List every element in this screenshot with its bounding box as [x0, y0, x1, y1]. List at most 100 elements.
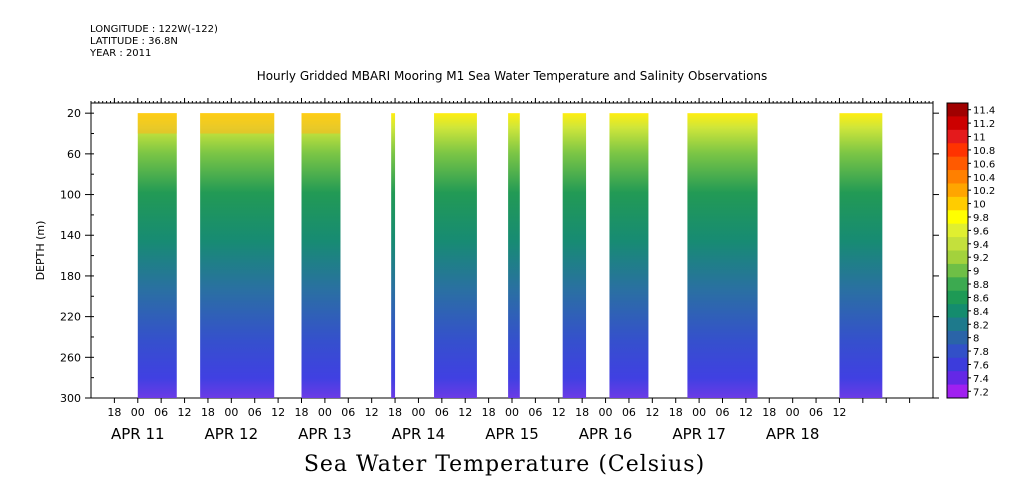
- colorbar-label: 11.4: [973, 106, 995, 117]
- x-hour-label: 18: [107, 406, 121, 419]
- x-hour-label: 18: [201, 406, 215, 419]
- y-tick-label: 300: [60, 392, 81, 405]
- colorbar-swatch: [947, 304, 968, 319]
- x-hour-label: 00: [692, 406, 706, 419]
- temperature-segment: [391, 113, 396, 398]
- x-hour-label: 12: [178, 406, 192, 419]
- temperature-segment: [562, 113, 587, 398]
- temperature-segment: [687, 113, 758, 398]
- colorbar-label: 9.6: [973, 226, 989, 237]
- colorbar-label: 10: [973, 200, 986, 211]
- x-hour-label: 18: [669, 406, 683, 419]
- x-hour-label: 06: [341, 406, 355, 419]
- colorbar-swatch: [947, 116, 968, 131]
- colorbar-swatch: [947, 170, 968, 184]
- y-tick-label: 260: [60, 351, 81, 364]
- temperature-segment: [137, 113, 177, 398]
- y-tick-label: 140: [60, 229, 81, 242]
- colorbar-label: 9.2: [973, 253, 989, 264]
- warm-surface-patch: [200, 113, 275, 134]
- temperature-segment: [508, 113, 520, 398]
- data-segments: [137, 113, 883, 398]
- colorbar-swatch: [947, 384, 968, 399]
- x-hour-label: 12: [271, 406, 285, 419]
- x-hour-label: 18: [762, 406, 776, 419]
- warm-surface-patch: [137, 113, 177, 134]
- colorbar-label: 8.2: [973, 320, 989, 331]
- year-label: YEAR : 2011: [90, 48, 152, 59]
- colorbar-label: 11.2: [973, 119, 995, 130]
- x-hour-label: 00: [318, 406, 332, 419]
- y-tick-label: 20: [67, 107, 81, 120]
- x-hour-label: 12: [645, 406, 659, 419]
- colorbar-swatch: [947, 263, 968, 278]
- colorbar-swatch: [947, 344, 968, 359]
- x-hour-label: 12: [458, 406, 472, 419]
- colorbar-border: [946, 102, 969, 399]
- colorbar-swatch: [947, 317, 968, 332]
- colorbar-label: 10.6: [973, 159, 995, 170]
- x-hour-label: 00: [131, 406, 145, 419]
- variable-title: Sea Water Temperature (Celsius): [303, 452, 706, 477]
- x-hour-label: 06: [809, 406, 823, 419]
- colorbar-label: 8.8: [973, 280, 989, 291]
- x-hour-label: 18: [295, 406, 309, 419]
- colorbar-swatch: [947, 330, 968, 345]
- temperature-segment: [200, 113, 275, 398]
- colorbar-label: 7.8: [973, 347, 989, 358]
- colorbar-label: 7.4: [973, 374, 989, 385]
- x-hour-label: 06: [622, 406, 636, 419]
- x-hour-label: 06: [248, 406, 262, 419]
- temperature-segment: [839, 113, 883, 398]
- x-hour-label: 06: [528, 406, 542, 419]
- x-day-label: APR 12: [205, 425, 259, 443]
- colorbar-label: 9: [973, 267, 979, 278]
- x-hour-label: 00: [224, 406, 238, 419]
- x-day-label: APR 11: [111, 425, 165, 443]
- y-axis-label: DEPTH (m): [34, 221, 47, 281]
- colorbar-label: 7.2: [973, 387, 989, 398]
- x-hour-label: 12: [552, 406, 566, 419]
- x-hour-label: 12: [739, 406, 753, 419]
- colorbar-swatch: [947, 237, 968, 251]
- colorbar-swatch: [947, 103, 968, 117]
- warm-surface-patch: [301, 113, 341, 134]
- colorbar-label: 11: [973, 133, 986, 144]
- colorbar-label: 8.4: [973, 307, 989, 318]
- x-hour-label: 00: [599, 406, 613, 419]
- colorbar-swatch: [947, 357, 968, 372]
- colorbar-label: 8.6: [973, 293, 989, 304]
- colorbar-swatch: [947, 156, 968, 171]
- x-hour-label: 18: [388, 406, 402, 419]
- x-day-label: APR 18: [766, 425, 820, 443]
- colorbar: 11.4 11.2 11 10.8 10.6 10.4 10.2 10 9.8 9.6 9.4 9.2…: [946, 102, 995, 399]
- x-hour-label: 06: [716, 406, 730, 419]
- colorbar-swatch: [947, 210, 968, 225]
- x-hour-label: 00: [505, 406, 519, 419]
- longitude-label: LONGITUDE : 122W(-122): [90, 24, 218, 35]
- y-tick-label: 60: [67, 148, 81, 161]
- y-tick-label: 100: [60, 189, 81, 202]
- axes: 20 60 100 140 180 220 260 300 DEPTH (m) 18 00 06 12 1…: [34, 98, 939, 443]
- x-day-label: APR 15: [485, 425, 539, 443]
- latitude-label: LATITUDE : 36.8N: [90, 36, 178, 47]
- colorbar-swatch: [947, 277, 968, 292]
- colorbar-swatch: [947, 183, 968, 198]
- x-hour-label: 00: [411, 406, 425, 419]
- colorbar-label: 10.2: [973, 186, 995, 197]
- temperature-segment: [301, 113, 341, 398]
- colorbar-swatch: [947, 290, 968, 305]
- x-hour-label: 06: [154, 406, 168, 419]
- x-hour-label: 18: [575, 406, 589, 419]
- colorbar-swatch: [947, 196, 968, 211]
- x-day-label: APR 13: [298, 425, 352, 443]
- colorbar-swatch: [947, 129, 968, 144]
- x-hour-label: 12: [832, 406, 846, 419]
- colorbar-swatch: [947, 223, 968, 238]
- colorbar-swatch: [947, 250, 968, 265]
- chart-title: Hourly Gridded MBARI Mooring M1 Sea Wate…: [256, 69, 768, 83]
- colorbar-label: 9.4: [973, 240, 989, 251]
- colorbar-label: 8: [973, 334, 979, 345]
- x-day-label: APR 16: [579, 425, 633, 443]
